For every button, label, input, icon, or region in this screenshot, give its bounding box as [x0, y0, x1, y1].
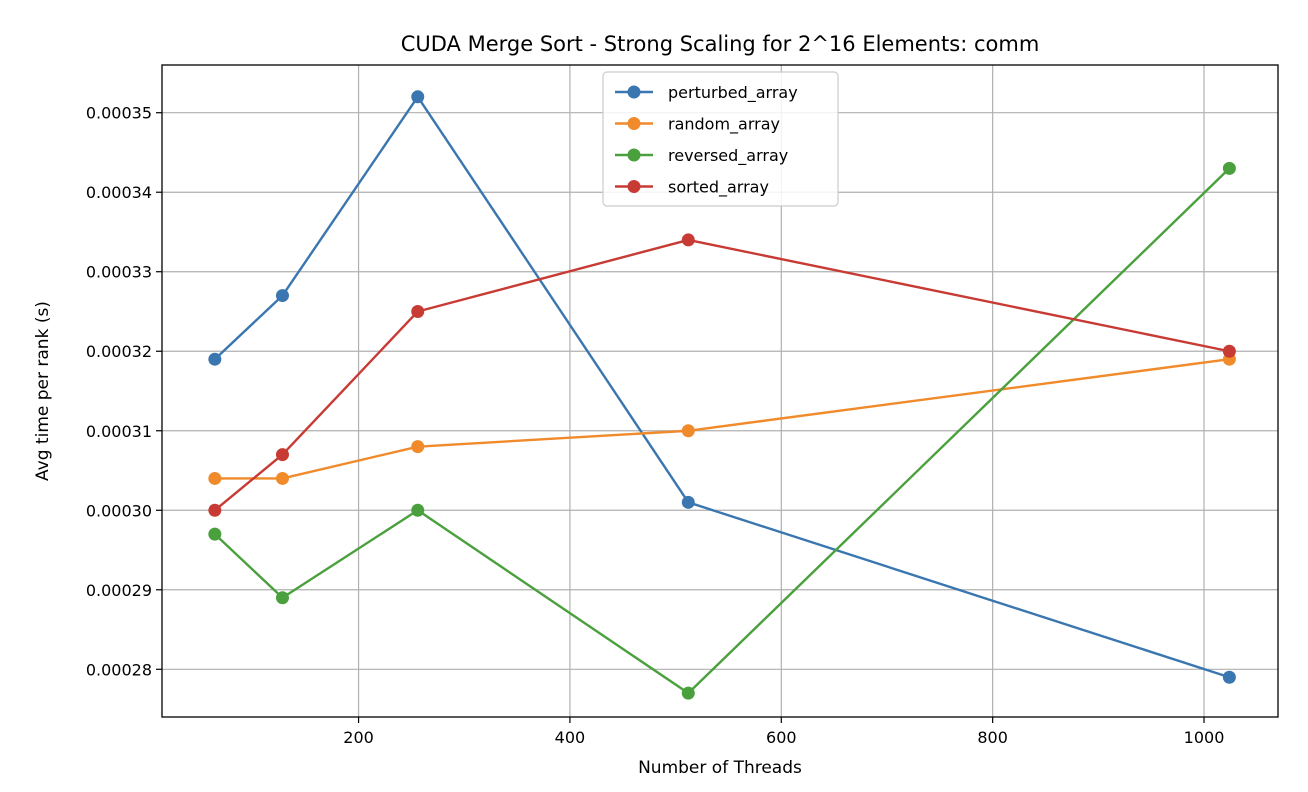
- series-layer: [208, 90, 1236, 700]
- series-reversed_array: [208, 161, 1236, 700]
- x-axis-label: Number of Threads: [638, 758, 802, 778]
- y-tick-label: 0.00031: [86, 422, 152, 441]
- data-point-random_array: [208, 471, 222, 485]
- data-point-reversed_array: [275, 591, 289, 605]
- y-tick-label: 0.00029: [86, 581, 152, 600]
- series-perturbed_array: [208, 90, 1236, 684]
- legend-label: random_array: [668, 115, 780, 135]
- x-tick-label: 200: [343, 728, 374, 747]
- data-point-random_array: [411, 440, 425, 454]
- data-point-reversed_array: [411, 503, 425, 517]
- series-line-sorted_array: [214, 238, 1230, 512]
- data-point-sorted_array: [1222, 344, 1236, 358]
- data-point-perturbed_array: [411, 90, 425, 104]
- legend-items: perturbed_array random_array reversed_arra…: [615, 83, 798, 198]
- data-point-sorted_array: [681, 233, 695, 247]
- y-tick-label: 0.00032: [86, 342, 152, 361]
- series-random_array: [208, 352, 1236, 485]
- x-tick-label: 400: [555, 728, 586, 747]
- data-point-perturbed_array: [1222, 670, 1236, 684]
- data-point-random_array: [681, 424, 695, 438]
- data-point-perturbed_array: [208, 352, 222, 366]
- data-point-perturbed_array: [275, 289, 289, 303]
- legend-box: [602, 71, 839, 207]
- x-axis-ticks: 200 400 600 800 1000: [343, 717, 1224, 747]
- legend-item-sorted_array: sorted_array: [615, 178, 769, 198]
- plot-area-frame: [161, 64, 1279, 718]
- data-point-reversed_array: [681, 686, 695, 700]
- data-point-sorted_array: [208, 503, 222, 517]
- y-tick-label: 0.00034: [86, 183, 152, 202]
- data-point-reversed_array: [1222, 161, 1236, 175]
- data-point-reversed_array: [208, 527, 222, 541]
- y-tick-label: 0.00033: [86, 263, 152, 282]
- legend: perturbed_array random_array reversed_arra…: [602, 71, 839, 207]
- chart-title: CUDA Merge Sort - Strong Scaling for 2^1…: [401, 32, 1040, 56]
- data-point-sorted_array: [411, 304, 425, 318]
- legend-label: sorted_array: [668, 178, 769, 198]
- y-tick-label: 0.00030: [86, 501, 152, 520]
- legend-swatch-marker: [627, 148, 641, 162]
- data-point-sorted_array: [275, 448, 289, 462]
- y-axis-ticks: 0.00028 0.00029 0.00030 0.00031 0.00032 0.000…: [86, 104, 162, 679]
- legend-item-random_array: random_array: [615, 115, 780, 135]
- legend-item-perturbed_array: perturbed_array: [615, 83, 798, 103]
- data-point-perturbed_array: [681, 495, 695, 509]
- legend-label: perturbed_array: [668, 83, 798, 103]
- legend-label: reversed_array: [668, 146, 788, 166]
- y-tick-label: 0.00035: [86, 104, 152, 123]
- legend-item-reversed_array: reversed_array: [615, 146, 788, 166]
- x-tick-label: 600: [766, 728, 797, 747]
- data-point-random_array: [275, 471, 289, 485]
- legend-swatch-marker: [627, 85, 641, 99]
- x-tick-label: 1000: [1184, 728, 1225, 747]
- x-tick-label: 800: [977, 728, 1008, 747]
- series-sorted_array: [208, 233, 1236, 517]
- series-line-random_array: [214, 358, 1230, 480]
- legend-swatch-marker: [627, 117, 641, 130]
- y-axis-label: Avg time per rank (s): [33, 301, 53, 481]
- y-tick-label: 0.00028: [86, 660, 152, 679]
- legend-swatch-marker: [627, 180, 641, 193]
